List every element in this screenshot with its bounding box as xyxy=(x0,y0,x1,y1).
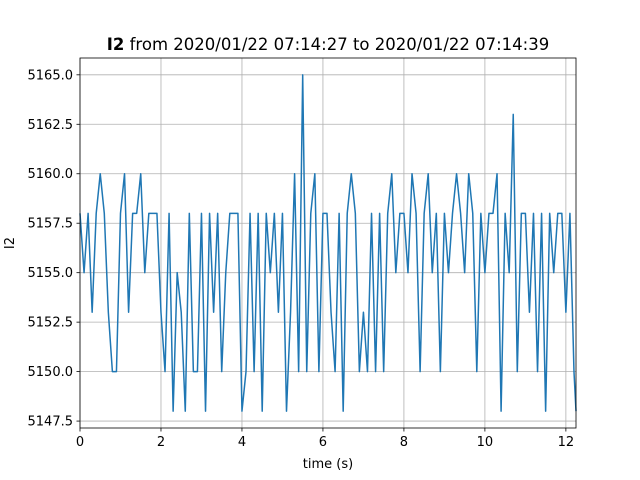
y-tick-label: 5157.5 xyxy=(28,217,74,232)
x-tick-label: 0 xyxy=(76,435,84,450)
title-text: from 2020/01/22 07:14:27 to 2020/01/22 0… xyxy=(130,35,550,54)
data-line xyxy=(79,74,577,412)
y-tick-label: 5160.0 xyxy=(28,167,74,182)
y-tick-label: 5162.5 xyxy=(28,118,74,133)
x-tick-label: 2 xyxy=(157,435,165,450)
y-tick-label: 5150.0 xyxy=(28,365,74,380)
plot-frame xyxy=(79,57,577,429)
x-tick-label: 4 xyxy=(238,435,246,450)
x-tick-label: 6 xyxy=(319,435,327,450)
x-axis-label: time (s) xyxy=(303,457,353,472)
y-tick-label: 5165.0 xyxy=(28,68,74,83)
x-tick-label: 8 xyxy=(400,435,408,450)
chart-title: I2 from 2020/01/22 07:14:27 to 2020/01/2… xyxy=(107,35,549,54)
y-tick-label: 5155.0 xyxy=(28,266,74,281)
x-tick-label: 12 xyxy=(558,435,575,450)
title-variable: I2 xyxy=(107,35,125,54)
x-tick-label: 10 xyxy=(477,435,494,450)
y-tick-label: 5147.5 xyxy=(28,415,74,430)
y-axis-label: I2 xyxy=(3,237,18,249)
y-tick-label: 5152.5 xyxy=(28,316,74,331)
